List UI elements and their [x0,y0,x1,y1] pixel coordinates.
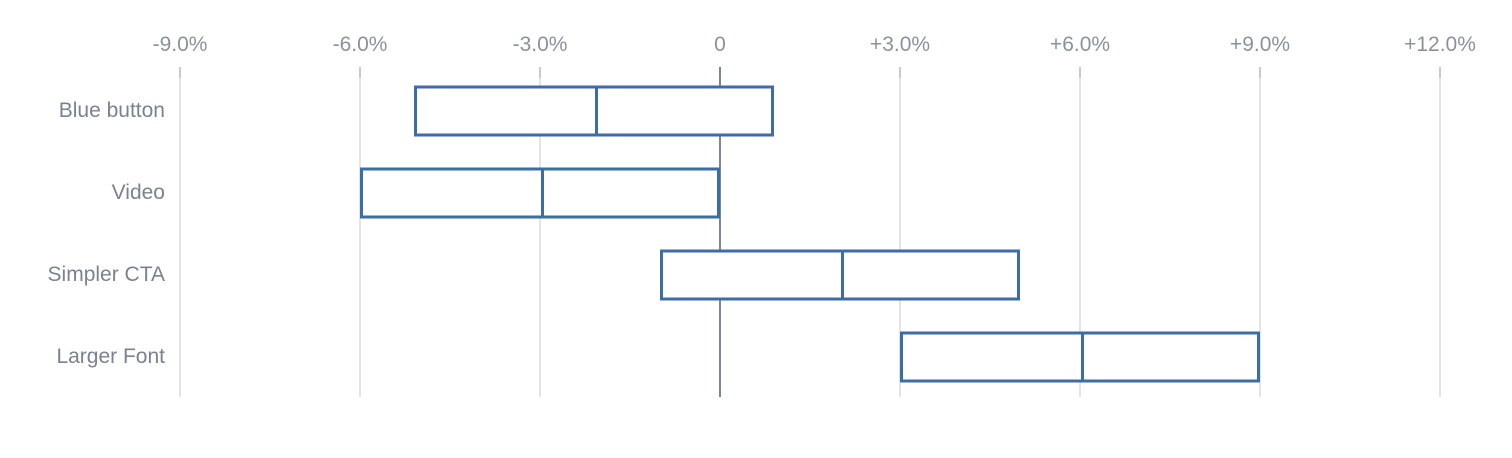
axis-tick-label: -3.0% [512,33,568,56]
gridline [179,67,181,397]
axis-tick-label: 0 [714,33,726,56]
median-divider [595,88,598,134]
axis-tick-label: +3.0% [869,33,931,56]
range-box [360,167,720,219]
gridline [359,67,361,397]
range-box [414,85,774,137]
gridline [1439,67,1441,397]
median-divider [1081,334,1084,380]
median-divider [841,252,844,298]
axis-tick-label: +6.0% [1049,33,1111,56]
gridline [1259,67,1261,397]
axis-tick [359,67,361,78]
category-label: Simpler CTA [47,263,165,286]
axis-tick-label: -9.0% [152,33,208,56]
gridline [1079,67,1081,397]
axis-tick [1259,67,1261,78]
range-box [660,249,1020,301]
axis-tick [1439,67,1441,78]
zero-gridline [719,67,721,397]
axis-tick [179,67,181,78]
category-label: Video [111,181,165,204]
category-label: Larger Font [56,345,165,368]
gridline [899,67,901,397]
axis-tick-label: +9.0% [1229,33,1291,56]
range-box [900,331,1260,383]
median-divider [541,170,544,216]
axis-tick [1079,67,1081,78]
category-label: Blue button [58,99,165,122]
gridline [539,67,541,397]
axis-tick-label: -6.0% [332,33,388,56]
axis-tick-label: +12.0% [1404,33,1476,56]
axis-tick [899,67,901,78]
axis-tick [539,67,541,78]
